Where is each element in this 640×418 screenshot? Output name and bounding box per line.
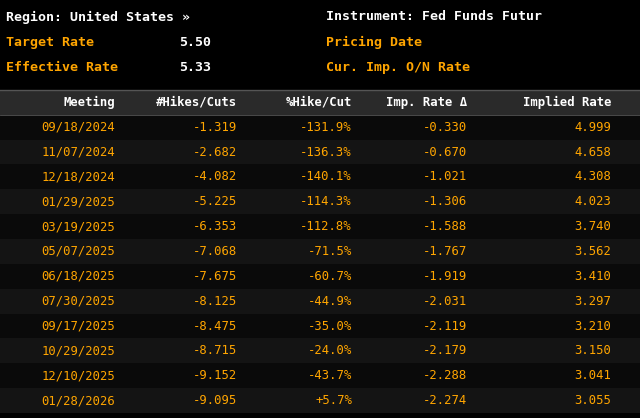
FancyBboxPatch shape bbox=[0, 140, 640, 164]
Text: -114.3%: -114.3% bbox=[300, 195, 352, 208]
FancyBboxPatch shape bbox=[0, 289, 640, 314]
Text: -5.225: -5.225 bbox=[193, 195, 237, 208]
Text: Region: United States »: Region: United States » bbox=[6, 10, 191, 23]
Text: 4.999: 4.999 bbox=[574, 121, 611, 134]
Text: Instrument: Fed Funds Futur: Instrument: Fed Funds Futur bbox=[326, 10, 543, 23]
Text: -2.288: -2.288 bbox=[423, 369, 467, 382]
FancyBboxPatch shape bbox=[0, 214, 640, 239]
Text: 3.740: 3.740 bbox=[574, 220, 611, 233]
Text: -1.919: -1.919 bbox=[423, 270, 467, 283]
FancyBboxPatch shape bbox=[0, 239, 640, 264]
Text: 10/29/2025: 10/29/2025 bbox=[42, 344, 115, 357]
Text: 3.041: 3.041 bbox=[574, 369, 611, 382]
Text: 3.210: 3.210 bbox=[574, 319, 611, 333]
Text: 01/29/2025: 01/29/2025 bbox=[42, 195, 115, 208]
Text: -0.670: -0.670 bbox=[423, 145, 467, 158]
Text: Cur. Imp. O/N Rate: Cur. Imp. O/N Rate bbox=[326, 61, 470, 74]
Text: %Hike/Cut: %Hike/Cut bbox=[285, 96, 352, 109]
FancyBboxPatch shape bbox=[0, 115, 640, 140]
Text: 3.562: 3.562 bbox=[574, 245, 611, 258]
Text: 3.297: 3.297 bbox=[574, 295, 611, 308]
Text: -6.353: -6.353 bbox=[193, 220, 237, 233]
Text: -60.7%: -60.7% bbox=[308, 270, 352, 283]
Text: 5.33: 5.33 bbox=[179, 61, 211, 74]
Text: Target Rate: Target Rate bbox=[6, 36, 95, 48]
Text: -43.7%: -43.7% bbox=[308, 369, 352, 382]
Text: 5.50: 5.50 bbox=[179, 36, 211, 48]
Text: Pricing Date: Pricing Date bbox=[326, 36, 422, 48]
Text: -1.306: -1.306 bbox=[423, 195, 467, 208]
FancyBboxPatch shape bbox=[0, 164, 640, 189]
Text: Imp. Rate Δ: Imp. Rate Δ bbox=[386, 96, 467, 109]
Text: 3.410: 3.410 bbox=[574, 270, 611, 283]
Text: 06/18/2025: 06/18/2025 bbox=[42, 270, 115, 283]
Text: 09/17/2025: 09/17/2025 bbox=[42, 319, 115, 333]
Text: 4.308: 4.308 bbox=[574, 171, 611, 184]
Text: Meeting: Meeting bbox=[63, 96, 115, 109]
FancyBboxPatch shape bbox=[0, 314, 640, 339]
Text: -2.031: -2.031 bbox=[423, 295, 467, 308]
FancyBboxPatch shape bbox=[0, 388, 640, 413]
Text: -35.0%: -35.0% bbox=[308, 319, 352, 333]
Text: 3.055: 3.055 bbox=[574, 394, 611, 407]
Text: 12/18/2024: 12/18/2024 bbox=[42, 171, 115, 184]
FancyBboxPatch shape bbox=[0, 264, 640, 289]
Text: -0.330: -0.330 bbox=[423, 121, 467, 134]
Text: -2.682: -2.682 bbox=[193, 145, 237, 158]
Text: 11/07/2024: 11/07/2024 bbox=[42, 145, 115, 158]
Text: -4.082: -4.082 bbox=[193, 171, 237, 184]
FancyBboxPatch shape bbox=[0, 339, 640, 363]
Text: #Hikes/Cuts: #Hikes/Cuts bbox=[156, 96, 237, 109]
Text: Implied Rate: Implied Rate bbox=[523, 96, 611, 109]
Text: 03/19/2025: 03/19/2025 bbox=[42, 220, 115, 233]
FancyBboxPatch shape bbox=[0, 90, 640, 115]
Text: 3.150: 3.150 bbox=[574, 344, 611, 357]
Text: -1.021: -1.021 bbox=[423, 171, 467, 184]
Text: -1.767: -1.767 bbox=[423, 245, 467, 258]
Text: -9.095: -9.095 bbox=[193, 394, 237, 407]
Text: -131.9%: -131.9% bbox=[300, 121, 352, 134]
Text: +5.7%: +5.7% bbox=[315, 394, 352, 407]
FancyBboxPatch shape bbox=[0, 363, 640, 388]
Text: -9.152: -9.152 bbox=[193, 369, 237, 382]
Text: -2.179: -2.179 bbox=[423, 344, 467, 357]
Text: -7.068: -7.068 bbox=[193, 245, 237, 258]
Text: -71.5%: -71.5% bbox=[308, 245, 352, 258]
Text: 09/18/2024: 09/18/2024 bbox=[42, 121, 115, 134]
Text: -8.715: -8.715 bbox=[193, 344, 237, 357]
Text: -8.475: -8.475 bbox=[193, 319, 237, 333]
Text: 01/28/2026: 01/28/2026 bbox=[42, 394, 115, 407]
Text: -24.0%: -24.0% bbox=[308, 344, 352, 357]
Text: -2.274: -2.274 bbox=[423, 394, 467, 407]
Text: -8.125: -8.125 bbox=[193, 295, 237, 308]
Text: -1.588: -1.588 bbox=[423, 220, 467, 233]
Text: 4.658: 4.658 bbox=[574, 145, 611, 158]
Text: -136.3%: -136.3% bbox=[300, 145, 352, 158]
Text: 07/30/2025: 07/30/2025 bbox=[42, 295, 115, 308]
Text: Effective Rate: Effective Rate bbox=[6, 61, 118, 74]
Text: -112.8%: -112.8% bbox=[300, 220, 352, 233]
Text: 4.023: 4.023 bbox=[574, 195, 611, 208]
Text: -2.119: -2.119 bbox=[423, 319, 467, 333]
Text: -1.319: -1.319 bbox=[193, 121, 237, 134]
Text: -140.1%: -140.1% bbox=[300, 171, 352, 184]
Text: 12/10/2025: 12/10/2025 bbox=[42, 369, 115, 382]
Text: -44.9%: -44.9% bbox=[308, 295, 352, 308]
Text: -7.675: -7.675 bbox=[193, 270, 237, 283]
FancyBboxPatch shape bbox=[0, 189, 640, 214]
Text: 05/07/2025: 05/07/2025 bbox=[42, 245, 115, 258]
